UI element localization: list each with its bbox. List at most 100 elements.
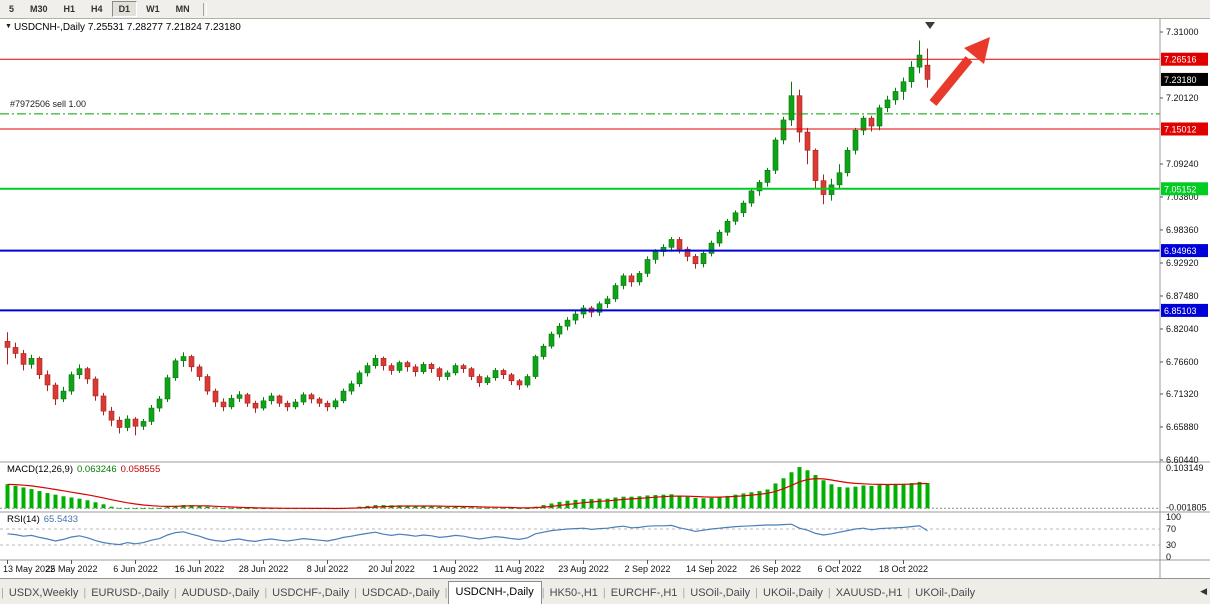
tab-ukoil-daily[interactable]: UKOil-,Daily [763,587,823,599]
macd-name: MACD(12,26,9) [7,464,73,475]
rsi-line [7,523,928,546]
tab-divider: | [444,587,448,599]
tab-hk50-h1[interactable]: HK50-,H1 [549,587,598,599]
svg-text:8 Jul 2022: 8 Jul 2022 [307,564,349,574]
chart-shift-marker-icon [925,22,935,29]
tab-eurchf-h1[interactable]: EURCHF-,H1 [610,587,678,599]
tab-audusd-daily[interactable]: AUDUSD-,Daily [181,587,260,599]
svg-text:6.65880: 6.65880 [1166,422,1199,432]
svg-text:13 May 2022: 13 May 2022 [3,564,55,574]
chart-symbol-period: USDCNH-,Daily [13,22,86,33]
chart-background [0,18,1210,578]
macd-panel-label: MACD(12,26,9) 0.063246 0.058555 [7,464,160,475]
tab-divider: | [682,587,686,599]
svg-text:-0.001805: -0.001805 [1166,503,1207,513]
svg-text:16 Jun 2022: 16 Jun 2022 [175,564,225,574]
rsi-value: 65.5433 [43,514,79,525]
svg-text:7.20120: 7.20120 [1166,93,1199,103]
trend-arrow-icon [964,37,990,64]
svg-text:6.92920: 6.92920 [1166,258,1199,268]
svg-text:18 Oct 2022: 18 Oct 2022 [879,564,928,574]
svg-text:2 Sep 2022: 2 Sep 2022 [624,564,670,574]
svg-text:7.26516: 7.26516 [1164,55,1197,65]
tab-usdchf-daily[interactable]: USDCHF-,Daily [272,587,350,599]
tab-divider: | [83,587,87,599]
price-badge [1161,244,1208,258]
svg-text:23 Aug 2022: 23 Aug 2022 [558,564,609,574]
svg-text:0.103149: 0.103149 [1166,463,1204,473]
svg-text:6.85103: 6.85103 [1164,306,1197,316]
chart-canvas[interactable]: 7.31000 7.20120 7.09240 7.03800 6.98360 6.929… [0,0,1210,578]
tab-divider: | [755,587,759,599]
svg-text:11 Aug 2022: 11 Aug 2022 [495,564,545,574]
rsi-name: RSI(14) [7,514,40,525]
period-button-d1[interactable]: D1 [111,1,138,17]
tab-usdcnh-daily[interactable]: USDCNH-,Daily [447,581,542,604]
svg-text:7.23180: 7.23180 [1164,75,1197,85]
rsi-panel-label: RSI(14) 65.5433 [7,514,78,525]
price-badge [1161,303,1208,317]
tab-divider: | [541,587,545,599]
chart-title: ▼ USDCNH-,Daily 7.25531 7.28277 7.21824 7… [5,22,241,33]
tab-eurusd-daily[interactable]: EURUSD-,Daily [91,587,169,599]
tab-divider: | [1,587,4,599]
svg-text:7.09240: 7.09240 [1166,159,1199,169]
svg-text:7.05152: 7.05152 [1164,184,1197,194]
period-button-h1[interactable]: H1 [63,4,76,14]
svg-text:7.31000: 7.31000 [1166,27,1199,37]
svg-text:6 Jun 2022: 6 Jun 2022 [113,564,158,574]
svg-text:7.03800: 7.03800 [1166,192,1199,202]
title-marker-icon: ▼ [5,23,12,30]
tab-divider: | [264,587,268,599]
tab-ukoil-daily[interactable]: UKOil-,Daily [915,587,976,599]
tab-divider: | [354,587,358,599]
svg-text:6.76600: 6.76600 [1166,357,1199,367]
open-position-label: #7972506 sell 1.00 [10,99,87,109]
svg-text:70: 70 [1166,524,1176,534]
tab-usdcad-daily[interactable]: USDCAD-,Daily [362,587,440,599]
price-badge [1161,122,1208,136]
svg-text:6.94963: 6.94963 [1164,246,1197,256]
period-button-5[interactable]: 5 [9,4,15,14]
svg-text:7.15012: 7.15012 [1164,124,1197,134]
svg-text:14 Sep 2022: 14 Sep 2022 [686,564,737,574]
toolbar-separator [202,2,207,16]
svg-text:6.87480: 6.87480 [1166,291,1199,301]
svg-text:6.82040: 6.82040 [1166,324,1199,334]
svg-text:6.98360: 6.98360 [1166,225,1199,235]
tab-divider: | [827,587,831,599]
price-badge [1161,182,1208,196]
period-button-mn[interactable]: MN [175,4,190,14]
macd-signal-line [7,477,928,510]
svg-text:6.60440: 6.60440 [1166,455,1199,465]
tab-usdx-weekly[interactable]: USDX,Weekly [8,587,79,599]
svg-text:6 Oct 2022: 6 Oct 2022 [817,564,861,574]
svg-text:6.71320: 6.71320 [1166,389,1199,399]
period-button-m30[interactable]: M30 [30,4,48,14]
tab-scroll-left-icon[interactable]: ◀ [1200,586,1207,596]
svg-text:0: 0 [1166,552,1171,562]
tab-divider: | [602,587,606,599]
period-button-w1[interactable]: W1 [146,4,160,14]
svg-text:30: 30 [1166,540,1176,550]
candles-layer [4,40,931,436]
svg-text:1 Aug 2022: 1 Aug 2022 [433,564,479,574]
period-button-h4[interactable]: H4 [91,4,103,14]
price-badge [1161,52,1208,66]
svg-text:100: 100 [1166,512,1181,522]
svg-text:25 May 2022: 25 May 2022 [45,564,97,574]
macd-signal-value: 0.058555 [120,464,161,475]
chart-ohlc-values: 7.25531 7.28277 7.21824 7.23180 [87,22,241,33]
macd-histogram-layer [5,467,930,510]
svg-text:26 Sep 2022: 26 Sep 2022 [750,564,801,574]
tab-xauusd-h1[interactable]: XAUUSD-,H1 [835,587,903,599]
macd-main-value: 0.063246 [77,464,117,475]
svg-text:20 Jul 2022: 20 Jul 2022 [368,564,415,574]
trend-arrow-shaft [929,56,973,106]
tab-usoil-daily[interactable]: USOil-,Daily [690,587,751,599]
svg-text:28 Jun 2022: 28 Jun 2022 [239,564,289,574]
tab-divider: | [173,587,177,599]
chart-tabs: | USDX,Weekly | EURUSD-,Daily | AUDUSD-,Daily… [0,578,1210,604]
price-badge [1161,72,1208,86]
